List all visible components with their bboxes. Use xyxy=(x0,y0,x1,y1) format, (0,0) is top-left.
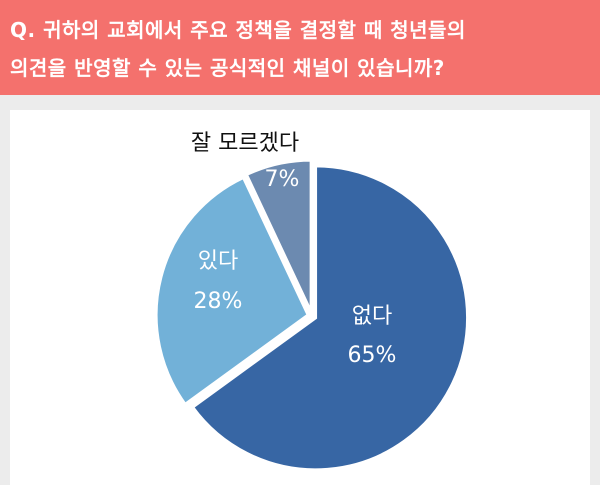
slice-value-label: 65% xyxy=(348,343,397,368)
slice-label: 없다 xyxy=(352,304,392,329)
pie-slice-1 xyxy=(190,164,469,472)
slice-value-label: 28% xyxy=(194,289,243,314)
question-line-2: 의견을 반영할 수 있는 공식적인 채널이 있습니까? xyxy=(10,56,445,80)
pie-slice-2 xyxy=(154,175,311,407)
question-header: Q. 귀하의 교회에서 주요 정책을 결정할 때 청년들의 의견을 반영할 수 … xyxy=(0,0,600,95)
slice-value-label: 7% xyxy=(265,167,300,192)
slice-label: 잘 모르겠다 xyxy=(191,131,299,156)
slice-label: 있다 xyxy=(198,249,238,274)
question-line-1: Q. 귀하의 교회에서 주요 정책을 결정할 때 청년들의 xyxy=(10,18,466,42)
pie-slice-3 xyxy=(244,158,313,313)
